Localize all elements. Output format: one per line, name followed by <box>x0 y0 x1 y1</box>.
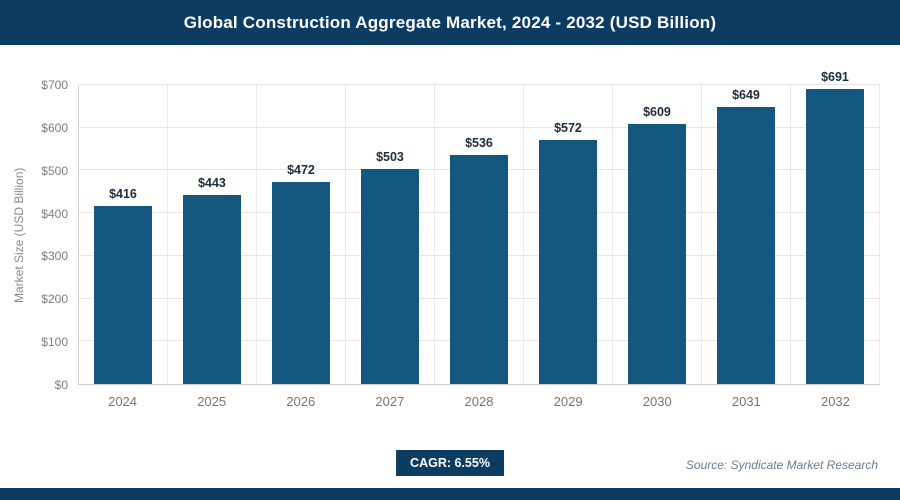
bar-2030: $609 <box>627 105 687 384</box>
bottom-accent-bar <box>0 488 900 500</box>
y-tick-label: $400 <box>41 206 68 221</box>
x-axis-label: 2031 <box>731 394 761 409</box>
bar-column: $536 <box>435 85 524 384</box>
bar-2028: $536 <box>449 136 509 384</box>
bar-column: $649 <box>702 85 791 384</box>
y-tick-label: $100 <box>41 335 68 350</box>
bar-value-label: $503 <box>376 150 404 165</box>
bar-column: $503 <box>346 85 435 384</box>
x-axis-labels: 2024 2025 2026 2027 2028 2029 2030 2031 2032 <box>78 385 880 409</box>
y-tick-label: $500 <box>41 163 68 178</box>
source-text: Source: Syndicate Market Research <box>685 458 878 472</box>
bar-2024: $416 <box>93 187 153 384</box>
bar-value-label: $572 <box>554 120 582 135</box>
bar-column: $691 <box>791 70 880 384</box>
chart-title-bar: Global Construction Aggregate Market, 20… <box>0 0 900 45</box>
gridline <box>79 84 880 85</box>
chart-area: Market Size (USD Billion) $0 $100 $200 $300… <box>0 45 900 409</box>
bar-2032: $691 <box>805 70 865 384</box>
y-tick-label: $200 <box>41 292 68 307</box>
bar-value-label: $536 <box>465 136 493 151</box>
bar-2031: $649 <box>716 88 776 384</box>
bar-2029: $572 <box>538 121 598 384</box>
x-axis-row: 2024 2025 2026 2027 2028 2029 2030 2031 2032 <box>30 385 880 409</box>
bar-value-label: $609 <box>643 104 671 119</box>
bar-column: $416 <box>79 85 168 384</box>
y-axis-ticks: $0 $100 $200 $300 $400 $500 $600 $700 <box>30 78 78 392</box>
bar-column: $443 <box>168 85 257 384</box>
bar-2027: $503 <box>360 150 420 384</box>
footer: CAGR: 6.55% Source: Syndicate Market Res… <box>0 446 900 488</box>
bar-value-label: $649 <box>732 87 760 102</box>
y-tick-label: $0 <box>54 378 68 392</box>
cagr-badge: CAGR: 6.55% <box>396 450 504 476</box>
bars: $416 $443 $472 $503 $536 $572 $609 $649 $691 <box>79 70 880 384</box>
x-axis-label: 2032 <box>820 394 850 409</box>
chart-title: Global Construction Aggregate Market, 20… <box>183 12 717 32</box>
x-axis-label: 2026 <box>286 394 316 409</box>
bar-2025: $443 <box>182 176 242 384</box>
y-tick-label: $300 <box>41 249 68 264</box>
gridline <box>79 126 880 128</box>
plot-outer: $0 $100 $200 $300 $400 $500 $600 $700 $416 $443 $… <box>30 70 880 409</box>
bar-value-label: $472 <box>287 163 315 178</box>
x-axis-label: 2027 <box>375 394 405 409</box>
bar-value-label: $416 <box>109 187 137 202</box>
bar-column: $572 <box>524 85 613 384</box>
y-axis-title: Market Size (USD Billion) <box>12 167 26 303</box>
plot-area: $416 $443 $472 $503 $536 $572 $609 $649 $691 <box>78 70 880 385</box>
x-axis-label: 2030 <box>642 394 672 409</box>
x-axis-label: 2024 <box>108 394 138 409</box>
bar-column: $609 <box>613 85 702 384</box>
x-axis-label: 2029 <box>553 394 583 409</box>
y-tick-label: $700 <box>41 78 68 92</box>
plot-row: $0 $100 $200 $300 $400 $500 $600 $700 $416 $443 $… <box>30 70 880 392</box>
y-tick-label: $600 <box>41 120 68 135</box>
x-axis-label: 2025 <box>197 394 227 409</box>
bar-column: $472 <box>257 85 346 384</box>
bar-value-label: $691 <box>821 69 849 84</box>
bar-2026: $472 <box>271 163 331 384</box>
bar-value-label: $443 <box>198 175 226 190</box>
x-axis-label: 2028 <box>464 394 494 409</box>
